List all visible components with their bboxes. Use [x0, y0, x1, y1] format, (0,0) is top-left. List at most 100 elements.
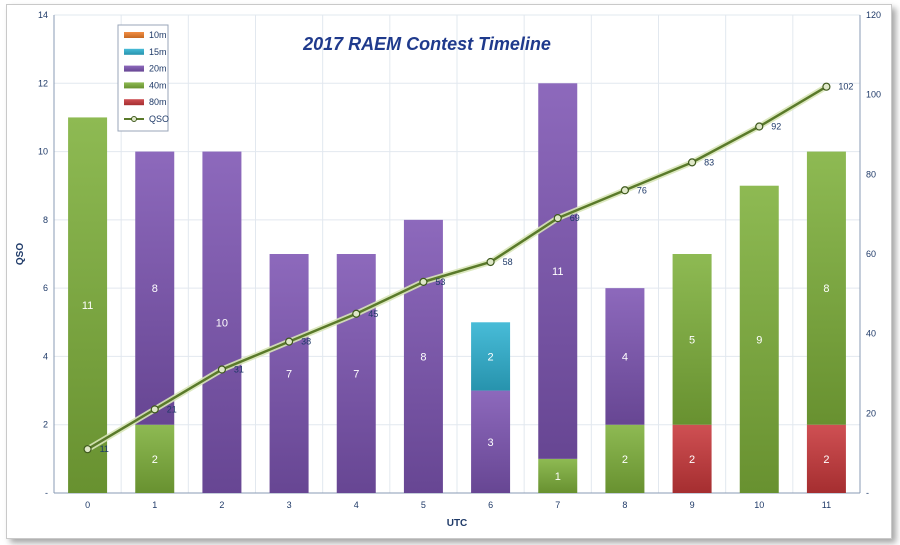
- bar-value-label: 2: [488, 351, 494, 363]
- bar-value-label: 9: [756, 334, 762, 346]
- bar-value-label: 11: [552, 266, 563, 278]
- qso-point: [620, 186, 630, 195]
- y-axis-title: QSO: [15, 243, 26, 265]
- x-tick-label: 3: [287, 500, 292, 510]
- bar-20m-utc-1: [135, 151, 175, 425]
- x-tick-label: 7: [555, 500, 560, 510]
- qso-value-label: 58: [503, 257, 513, 267]
- legend-swatch-marker: [131, 116, 137, 122]
- legend-swatch-10m: [124, 32, 144, 38]
- chart-title: 2017 RAEM Contest Timeline: [302, 34, 551, 54]
- qso-value-label: 31: [234, 365, 244, 375]
- bar-20m-utc-2: [202, 151, 242, 494]
- x-tick-label: 8: [622, 500, 627, 510]
- bar-value-label: 4: [622, 351, 628, 363]
- bar-20m-utc-4: [336, 254, 376, 493]
- y-tick-label: -: [45, 488, 48, 498]
- bar-value-label: 2: [823, 454, 829, 466]
- qso-value-label: 83: [704, 157, 714, 167]
- legend-label: 40m: [149, 80, 167, 90]
- qso-point: [419, 277, 428, 286]
- bar-80m-utc-9: [672, 424, 712, 493]
- qso-point: [687, 158, 697, 167]
- legend-swatch-80m: [124, 99, 144, 106]
- qso-point: [150, 405, 159, 414]
- qso-point: [822, 82, 831, 91]
- bar-value-label: 3: [488, 437, 494, 449]
- x-tick-label: 10: [754, 500, 764, 510]
- y2-tick-label: 60: [866, 249, 876, 259]
- x-tick-label: 9: [690, 500, 695, 510]
- bar-40m-utc-9: [672, 254, 712, 425]
- qso-value-label: 69: [570, 213, 580, 223]
- y-tick-label: 2: [43, 420, 48, 430]
- bar-value-label: 8: [823, 283, 829, 295]
- qso-line: [86, 85, 828, 451]
- qso-value-label: 11: [100, 444, 109, 454]
- bar-value-label: 1: [555, 471, 561, 483]
- qso-point: [352, 309, 361, 318]
- qso-point: [284, 337, 294, 346]
- legend-label: QSO: [149, 114, 169, 124]
- y-tick-label: 10: [38, 147, 48, 157]
- y-tick-label: 4: [43, 351, 48, 361]
- bar-value-label: 10: [216, 317, 228, 329]
- bar-40m-utc-0: [68, 117, 108, 493]
- y2-tick-label: 40: [866, 329, 876, 339]
- y-tick-label: 12: [38, 78, 48, 88]
- qso-value-label: 53: [435, 277, 445, 287]
- bar-value-label: 5: [689, 334, 695, 346]
- legend-swatch-20m: [124, 65, 144, 72]
- qso-point: [553, 214, 562, 223]
- qso-value-label: 38: [301, 337, 311, 347]
- legend-swatch-40m: [124, 82, 144, 89]
- y2-tick-label: 120: [866, 10, 881, 20]
- bar-value-label: 8: [420, 351, 426, 363]
- bar-value-label: 2: [152, 454, 158, 466]
- y2-tick-label: 100: [866, 90, 881, 100]
- bar-20m-utc-3: [269, 254, 309, 493]
- x-tick-label: 0: [85, 500, 90, 510]
- bar-value-label: 8: [152, 283, 158, 295]
- legend-label: 20m: [149, 64, 167, 74]
- legend-label: 10m: [149, 30, 167, 40]
- x-tick-label: 5: [421, 500, 426, 510]
- qso-value-label: 76: [637, 185, 647, 195]
- y2-tick-label: -: [866, 488, 869, 498]
- bar-20m-utc-8: [605, 288, 645, 425]
- bar-value-label: 7: [286, 369, 292, 381]
- bar-value-label: 11: [82, 300, 93, 312]
- x-axis-title: UTC: [447, 518, 468, 529]
- x-tick-label: 6: [488, 500, 493, 510]
- qso-point: [217, 365, 227, 374]
- x-tick-label: 11: [822, 500, 831, 510]
- x-tick-label: 4: [354, 500, 359, 510]
- y-tick-label: 8: [43, 215, 48, 225]
- bar-value-label: 2: [689, 454, 695, 466]
- y-tick-label: 14: [38, 10, 48, 20]
- bar-40m-utc-11: [806, 151, 846, 425]
- x-tick-label: 2: [219, 500, 224, 510]
- bar-value-label: 2: [622, 454, 628, 466]
- bar-40m-utc-7: [538, 458, 578, 493]
- x-tick-label: 1: [152, 500, 157, 510]
- qso-value-label: 21: [167, 404, 177, 414]
- y2-tick-label: 20: [866, 408, 876, 418]
- y-tick-label: 6: [43, 283, 48, 293]
- qso-point: [755, 122, 764, 131]
- qso-value-label: 102: [838, 82, 853, 92]
- y2-tick-label: 80: [866, 169, 876, 179]
- legend-label: 15m: [149, 47, 167, 57]
- bar-40m-utc-1: [135, 424, 175, 493]
- chart-frame: -2 4 6 8 10 12 14-20 40 60 80 100 120 0 1 2 3 4 5 6 7 8 9 10 11…: [6, 4, 892, 539]
- bar-value-label: 7: [353, 369, 359, 381]
- qso-value-label: 92: [771, 122, 781, 132]
- qso-point: [486, 257, 495, 267]
- qso-point: [83, 445, 92, 454]
- bar-20m-utc-7: [538, 83, 578, 459]
- bar-15m-utc-6: [471, 322, 511, 391]
- legend-swatch-15m: [124, 48, 144, 55]
- bar-40m-utc-8: [605, 424, 645, 493]
- bar-80m-utc-11: [806, 424, 846, 493]
